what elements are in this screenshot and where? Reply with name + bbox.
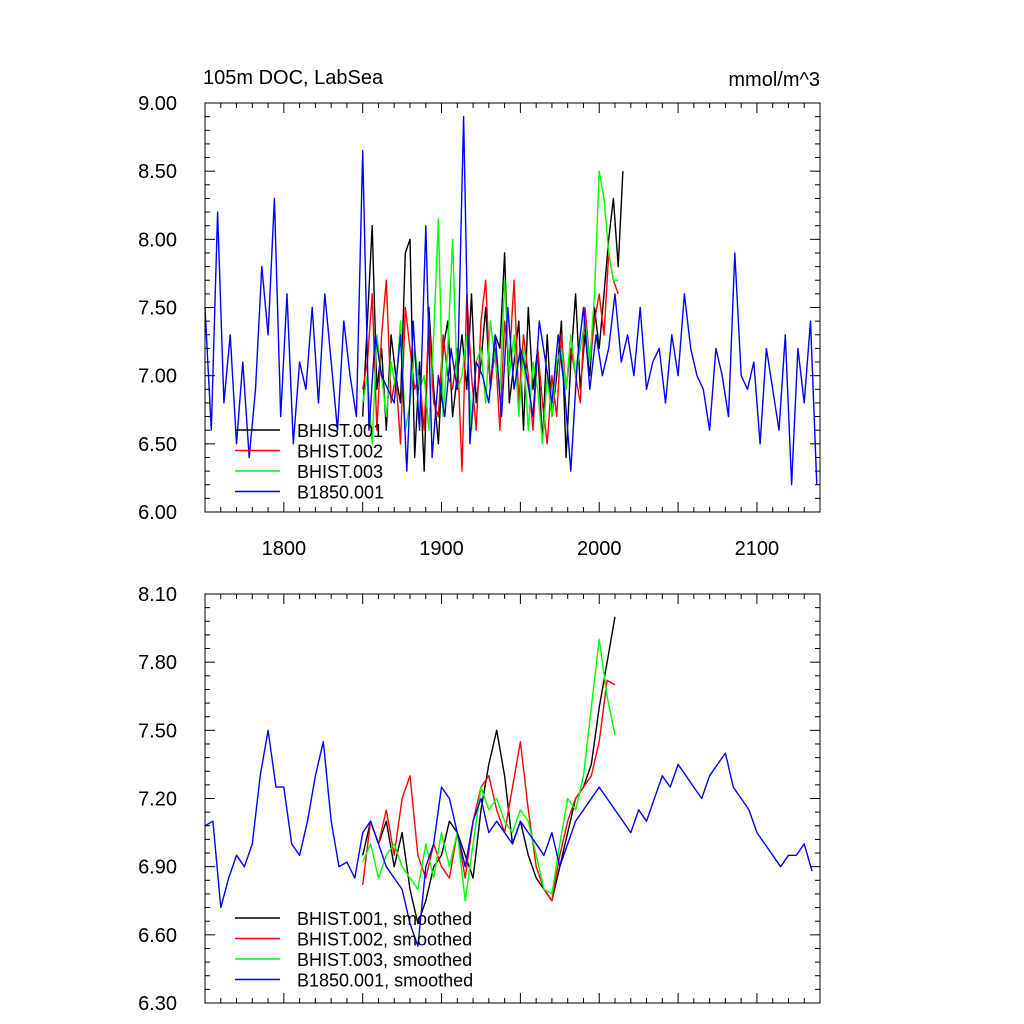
series-line-bhist-001-smoothed: [362, 616, 616, 925]
series-line-b1850-001-smoothed: [204, 729, 813, 947]
legend-label: BHIST.001, smoothed: [297, 909, 472, 929]
series-line-bhist-002-smoothed: [362, 679, 616, 902]
x-tick-label: 1800: [262, 538, 307, 560]
panel-top: 6.00 6.50 7.00 7.50 8.00 8.50 9.00 1800 1900 2000…: [138, 93, 821, 560]
legend-label: BHIST.001: [297, 421, 383, 441]
y-tick-label: 6.50: [138, 434, 177, 456]
legend-label: BHIST.002, smoothed: [297, 930, 472, 950]
legend-label: BHIST.003: [297, 462, 383, 482]
y-tick-label: 6.30: [138, 993, 177, 1015]
y-tick-label: 6.90: [138, 857, 177, 879]
y-tick-label: 6.00: [138, 502, 177, 524]
y-tick-label: 8.50: [138, 161, 177, 183]
y-tick-label: 7.20: [138, 789, 177, 811]
figure-units: mmol/m^3: [728, 69, 820, 91]
y-tick-label: 6.60: [138, 925, 177, 947]
series-line-b1850-001: [204, 115, 818, 486]
x-tick-label: 2000: [577, 538, 622, 560]
y-tick-label: 7.80: [138, 652, 177, 674]
series-line-bhist-003-smoothed: [362, 638, 616, 902]
y-tick-label: 9.00: [138, 93, 177, 115]
x-tick-label: 2100: [735, 538, 780, 560]
legend-label: B1850.001, smoothed: [297, 971, 473, 991]
panel-bottom: 6.30 6.60 6.90 7.20 7.50 7.80 8.10 BHIST.001, s…: [138, 584, 821, 1015]
legend-label: BHIST.003, smoothed: [297, 950, 472, 970]
legend-label: B1850.001: [297, 483, 384, 503]
x-tick-label: 1900: [419, 538, 464, 560]
legend-label: BHIST.002: [297, 442, 383, 462]
figure-title: 105m DOC, LabSea: [203, 67, 384, 89]
y-tick-label: 7.00: [138, 366, 177, 388]
y-tick-label: 8.00: [138, 229, 177, 251]
y-tick-label: 7.50: [138, 298, 177, 320]
series-line-bhist-002: [362, 252, 619, 472]
y-tick-label: 7.50: [138, 720, 177, 742]
y-tick-label: 8.10: [138, 584, 177, 606]
